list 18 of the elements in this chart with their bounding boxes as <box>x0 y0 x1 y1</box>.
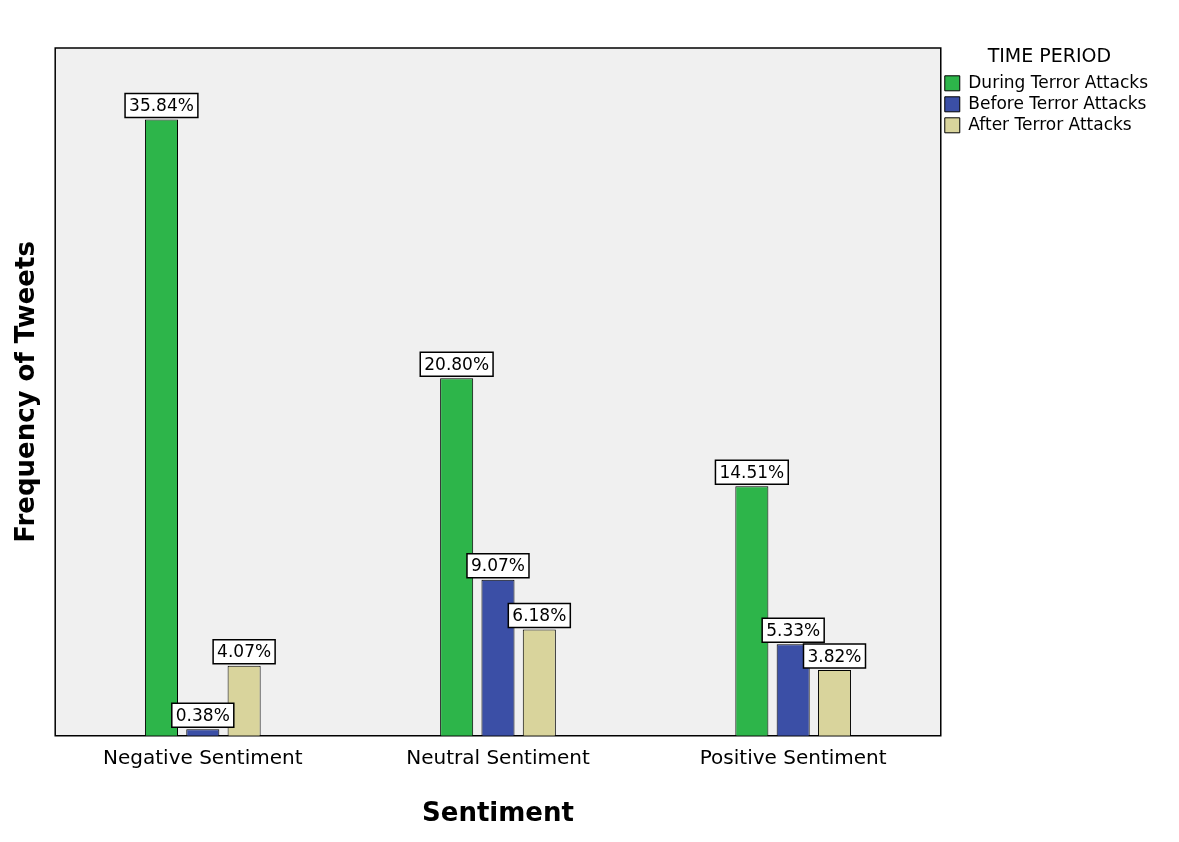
data-label: 35.84% <box>129 94 194 115</box>
data-label: 14.51% <box>719 461 785 482</box>
x-tick-label: Neutral Sentiment <box>406 745 590 769</box>
data-label: 3.82% <box>807 645 862 666</box>
data-label: 5.33% <box>766 619 821 640</box>
data-label: 9.07% <box>470 555 525 576</box>
data-label: 6.18% <box>512 604 567 625</box>
y-axis-title: Frequency of Tweets <box>10 241 41 543</box>
legend-label: Before Terror Attacks <box>968 92 1147 113</box>
data-label: 0.38% <box>175 704 230 725</box>
x-axis-title: Sentiment <box>422 797 574 828</box>
data-label: 4.07% <box>217 641 272 662</box>
data-label: 20.80% <box>424 353 490 374</box>
x-tick-label: Positive Sentiment <box>699 745 887 769</box>
x-tick-label: Negative Sentiment <box>103 745 303 769</box>
legend-label: During Terror Attacks <box>968 71 1149 92</box>
legend-label: After Terror Attacks <box>968 113 1132 134</box>
legend-title: TIME PERIOD <box>986 44 1112 67</box>
